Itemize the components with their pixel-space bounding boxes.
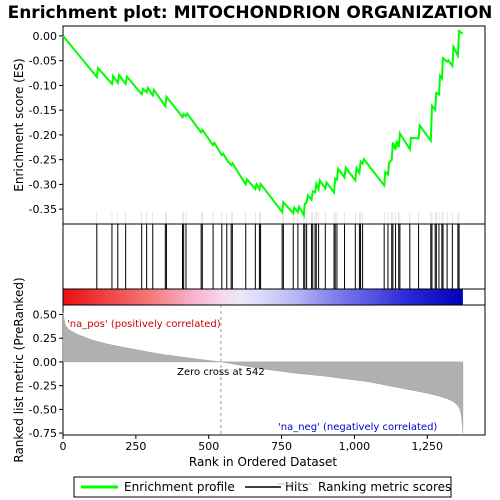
metric-x-axis: 0 250 500 750 1,000 1,250 (60, 435, 444, 453)
metric-y-tick-label: 0.25 (33, 332, 58, 345)
es-y-tick-label: 0.00 (33, 30, 58, 43)
metric-y-axis-label: Ranked list metric (PreRanked) (12, 277, 26, 462)
metric-y-tick-label: -0.75 (29, 427, 57, 440)
es-y-tick-label: -0.25 (29, 154, 57, 167)
annotation-negative: 'na_neg' (negatively correlated) (278, 422, 437, 433)
es-y-tick-label: -0.05 (29, 55, 57, 68)
x-axis-label: Rank in Ordered Dataset (189, 455, 337, 469)
metric-y-tick-label: 0.50 (33, 308, 58, 321)
metric-y-axis: 0.50 0.25 0.00 -0.25 -0.50 -0.75 (29, 308, 63, 440)
rank-color-bar (63, 289, 463, 305)
es-y-tick-label: -0.30 (29, 178, 57, 191)
es-y-tick-label: -0.20 (29, 129, 57, 142)
es-hit-lines (96, 212, 460, 224)
metric-y-tick-label: -0.25 (29, 380, 57, 393)
x-tick-label: 0 (60, 440, 67, 453)
es-y-tick-label: -0.10 (29, 79, 57, 92)
x-tick-label: 750 (271, 440, 292, 453)
hits-strip (96, 224, 460, 289)
enrichment-profile-line (62, 28, 464, 219)
es-y-axis: 0.00 -0.05 -0.10 -0.15 -0.20 -0.25 -0.30 -0.35 (29, 30, 63, 216)
chart-title: Enrichment plot: MITOCHONDRION ORGANIZAT… (8, 3, 493, 23)
x-tick-label: 500 (198, 440, 219, 453)
x-tick-label: 250 (125, 440, 146, 453)
legend-hits-label: Hits (285, 480, 308, 494)
annotation-zero-cross: Zero cross at 542 (177, 367, 265, 378)
es-panel-frame (62, 25, 486, 225)
metric-y-tick-label: 0.00 (33, 356, 58, 369)
metric-area-group (62, 312, 464, 434)
es-y-tick-label: -0.15 (29, 104, 57, 117)
x-tick-label: 1,000 (339, 440, 371, 453)
es-y-axis-label: Enrichment score (ES) (12, 58, 26, 191)
ranking-metric-area (62, 312, 464, 434)
hits-panel-frame (62, 223, 486, 290)
metric-y-tick-label: -0.50 (29, 403, 57, 416)
es-series-group (62, 28, 464, 219)
legend-enrichment-label: Enrichment profile (124, 480, 235, 494)
legend-metric-label: Ranking metric scores (318, 480, 451, 494)
es-y-tick-label: -0.35 (29, 203, 57, 216)
annotation-positive: 'na_pos' (positively correlated) (67, 319, 221, 330)
x-tick-label: 1,250 (412, 440, 444, 453)
